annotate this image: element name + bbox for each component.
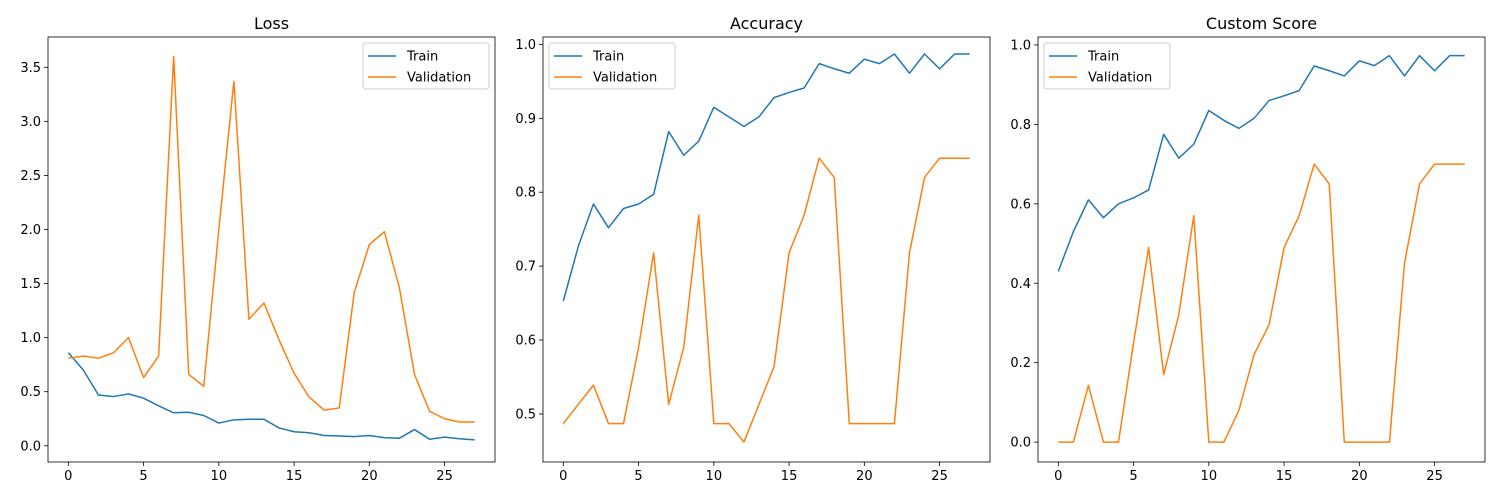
y-tick-label: 0.2	[1010, 356, 1031, 371]
y-tick-label: 3.0	[20, 115, 41, 130]
y-tick-label: 0.7	[515, 260, 536, 275]
legend-label-train: Train	[406, 50, 438, 65]
x-tick-label: 10	[211, 469, 228, 484]
axes-frame	[1037, 36, 1486, 463]
y-tick-label: 2.5	[20, 169, 41, 184]
legend-label-validation: Validation	[407, 71, 471, 86]
x-tick-label: 15	[781, 469, 798, 484]
y-tick-label: 0.0	[20, 439, 41, 454]
axes-frame	[47, 36, 496, 463]
legend-label-validation: Validation	[593, 71, 657, 86]
subplot-2: Accuracy 0 5 10 15 20 25 0.5 0.6 0.7 0.8 0.9 1.0 Trai…	[515, 14, 991, 484]
y-tick-label: 3.5	[20, 61, 41, 76]
subplot-3: Custom Score 0 5 10 15 20 25 0.0 0.2 0.4 0.6 0.8 1.0…	[1010, 14, 1486, 484]
series-line-train	[67, 352, 475, 441]
y-tick-label: 0.5	[20, 385, 41, 400]
y-tick-label: 1.0	[515, 38, 536, 53]
x-tick-label: 5	[139, 469, 147, 484]
chart-title: Loss	[254, 14, 289, 33]
y-tick-label: 0.6	[1010, 197, 1031, 212]
legend: Train Validation	[362, 42, 490, 90]
x-tick-label: 0	[1054, 469, 1062, 484]
x-tick-label: 15	[286, 469, 303, 484]
x-tick-label: 5	[1129, 469, 1137, 484]
x-tick-label: 10	[1201, 469, 1218, 484]
x-tick-label: 20	[856, 469, 873, 484]
series-line-train	[562, 53, 970, 302]
x-tick-label: 25	[436, 469, 453, 484]
y-tick-label: 0.0	[1010, 436, 1031, 451]
y-tick-label: 2.0	[20, 223, 41, 238]
x-tick-label: 20	[361, 469, 378, 484]
y-tick-label: 0.8	[515, 186, 536, 201]
x-tick-label: 20	[1351, 469, 1368, 484]
series-line-validation	[562, 157, 970, 443]
series-line-train	[1057, 54, 1465, 272]
y-tick-label: 1.0	[1010, 38, 1031, 53]
x-tick-label: 0	[64, 469, 72, 484]
chart-title: Accuracy	[730, 14, 803, 33]
x-tick-label: 25	[931, 469, 948, 484]
legend: Train Validation	[548, 42, 676, 90]
series-line-validation	[1058, 163, 1465, 443]
y-tick-label: 0.8	[1010, 118, 1031, 133]
chart-title: Custom Score	[1206, 14, 1317, 33]
y-tick-label: 0.4	[1010, 277, 1031, 292]
x-tick-label: 15	[1276, 469, 1293, 484]
y-tick-label: 0.6	[515, 334, 536, 349]
legend-label-train: Train	[592, 50, 624, 65]
y-tick-label: 1.5	[20, 277, 41, 292]
legend-label-validation: Validation	[1088, 71, 1152, 86]
y-tick-label: 0.9	[515, 112, 536, 127]
legend-label-train: Train	[1087, 50, 1119, 65]
series-line-validation	[68, 55, 475, 423]
legend: Train Validation	[1043, 42, 1171, 90]
x-tick-label: 5	[634, 469, 642, 484]
x-tick-label: 0	[559, 469, 567, 484]
x-tick-label: 10	[706, 469, 723, 484]
x-tick-label: 25	[1426, 469, 1443, 484]
subplot-1: Loss 0 5 10 15 20 25 0.0 0.5 1.0 1.5 2.0 2.5 3.0 3.5 Tr…	[20, 14, 496, 484]
axes-frame	[542, 36, 991, 463]
y-tick-label: 0.5	[515, 407, 536, 422]
y-tick-label: 1.0	[20, 331, 41, 346]
